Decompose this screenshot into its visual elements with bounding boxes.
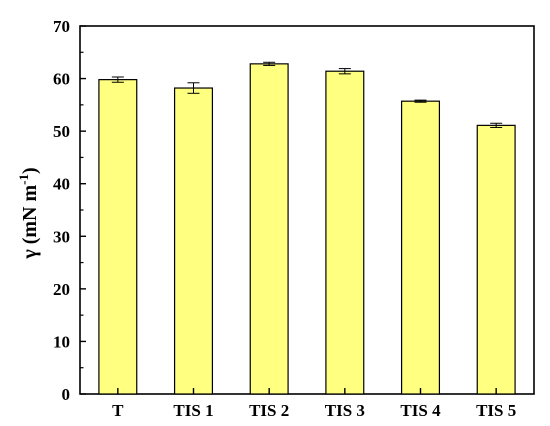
bars — [98, 61, 516, 395]
y-tick-label: 10 — [53, 332, 70, 351]
bar — [249, 63, 289, 395]
y-tick-label: 40 — [53, 175, 70, 194]
x-tick-label: TIS 4 — [400, 401, 441, 420]
plot-frame — [79, 25, 535, 395]
y-axis-title: γ (mN m-1) — [16, 167, 41, 259]
bar — [98, 79, 138, 395]
y-tick-label: 70 — [53, 17, 70, 36]
y-axis-title-superscript: -1 — [16, 174, 31, 185]
x-tick-label: TIS 2 — [249, 401, 289, 420]
y-axis-ticks: 0 10 20 30 40 50 60 70 — [53, 17, 86, 404]
plot-border — [79, 25, 535, 395]
x-tick-label: T — [112, 401, 124, 420]
bar — [325, 70, 365, 395]
y-axis-title-close: ) — [19, 167, 41, 174]
x-tick-label: TIS 1 — [173, 401, 213, 420]
bar — [173, 87, 214, 395]
x-tick-label: TIS 5 — [476, 401, 516, 420]
y-axis-title-main: γ (mN m — [19, 185, 41, 260]
bar — [476, 124, 516, 395]
y-tick-label: 60 — [53, 70, 70, 89]
x-tick-label: TIS 3 — [325, 401, 365, 420]
y-tick-label: 50 — [53, 122, 70, 141]
y-tick-label: 0 — [62, 385, 71, 404]
bar — [400, 100, 441, 395]
y-tick-label: 30 — [53, 227, 70, 246]
y-tick-label: 20 — [53, 280, 70, 299]
x-axis-labels: T TIS 1 TIS 2 TIS 3 TIS 4 TIS 5 — [112, 388, 516, 420]
